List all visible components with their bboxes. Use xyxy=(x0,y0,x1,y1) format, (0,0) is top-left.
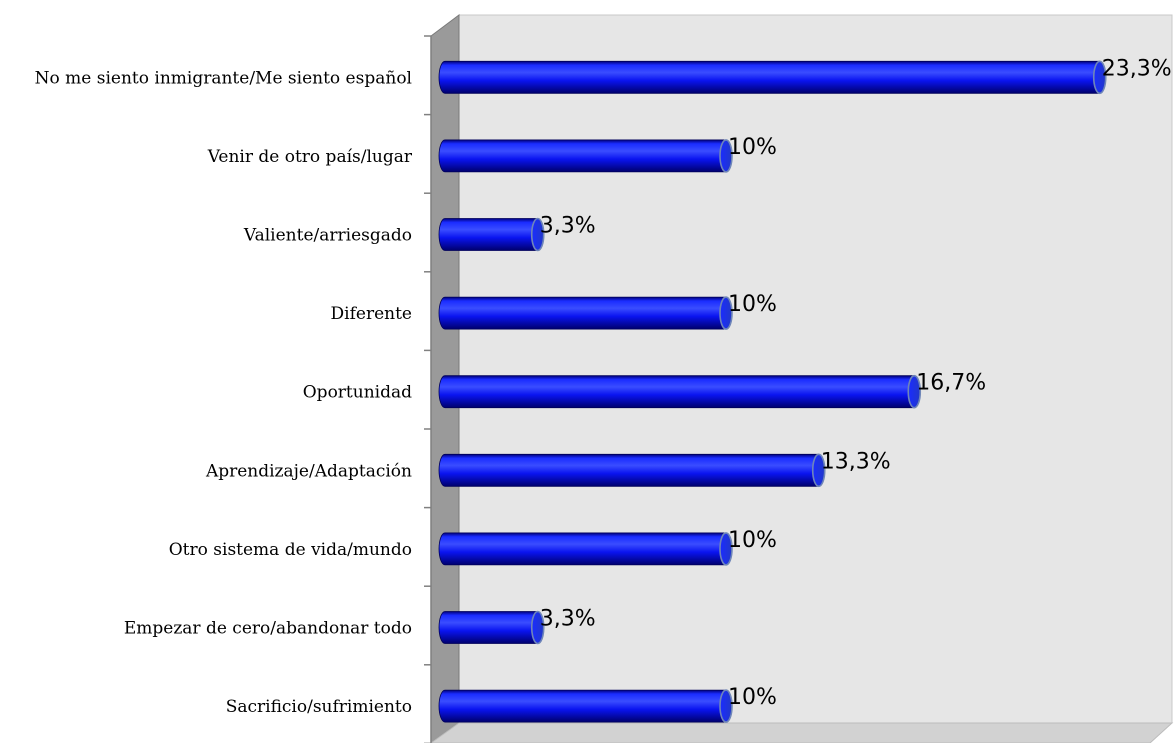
value-label: 23,3% xyxy=(1102,56,1172,81)
bar-end-cap xyxy=(907,374,922,409)
value-label: 13,3% xyxy=(821,449,891,474)
category-labels: No me siento inmigrante/Me siento españo… xyxy=(35,68,413,717)
plot-floor xyxy=(430,722,1174,743)
value-label: 10% xyxy=(728,292,777,317)
bar xyxy=(438,218,545,251)
bar-end-cap xyxy=(719,139,733,173)
category-label: No me siento inmigrante/Me siento españo… xyxy=(35,68,412,88)
bar xyxy=(438,60,1107,94)
bar-end-cap xyxy=(530,610,545,645)
value-label: 3,3% xyxy=(540,607,596,632)
bar xyxy=(438,453,826,487)
bar xyxy=(438,532,733,566)
bar xyxy=(438,139,733,173)
value-label: 10% xyxy=(728,135,777,160)
category-label: Sacrificio/sufrimiento xyxy=(226,697,412,717)
bar-end-cap xyxy=(811,453,826,488)
category-label: Venir de otro país/lugar xyxy=(207,147,413,167)
category-label: Empezar de cero/abandonar todo xyxy=(124,619,412,639)
bar-end-cap xyxy=(530,217,545,252)
category-axis-ticks xyxy=(424,35,431,743)
category-label: Diferente xyxy=(331,304,412,324)
bar-end-cap xyxy=(1092,60,1107,95)
value-labels: 23,3% 10% 3,3% 10% 16,7% 13,3% 10% 3,3% 10% xyxy=(540,56,1172,710)
category-label: Aprendizaje/Adaptación xyxy=(205,461,412,481)
bar xyxy=(438,689,733,723)
value-label: 10% xyxy=(728,528,777,553)
category-label: Valiente/arriesgado xyxy=(243,226,412,246)
value-label: 10% xyxy=(728,685,777,710)
value-label: 3,3% xyxy=(540,214,596,239)
category-label: Otro sistema de vida/mundo xyxy=(169,540,412,560)
value-label: 16,7% xyxy=(916,371,986,396)
bar xyxy=(438,611,545,644)
bar-end-cap xyxy=(719,532,733,566)
bar xyxy=(438,375,921,409)
bar-end-cap xyxy=(719,689,733,723)
bar-series xyxy=(438,60,1107,723)
bar-end-cap xyxy=(719,296,733,330)
category-label: Oportunidad xyxy=(303,383,412,403)
bar xyxy=(438,296,733,330)
